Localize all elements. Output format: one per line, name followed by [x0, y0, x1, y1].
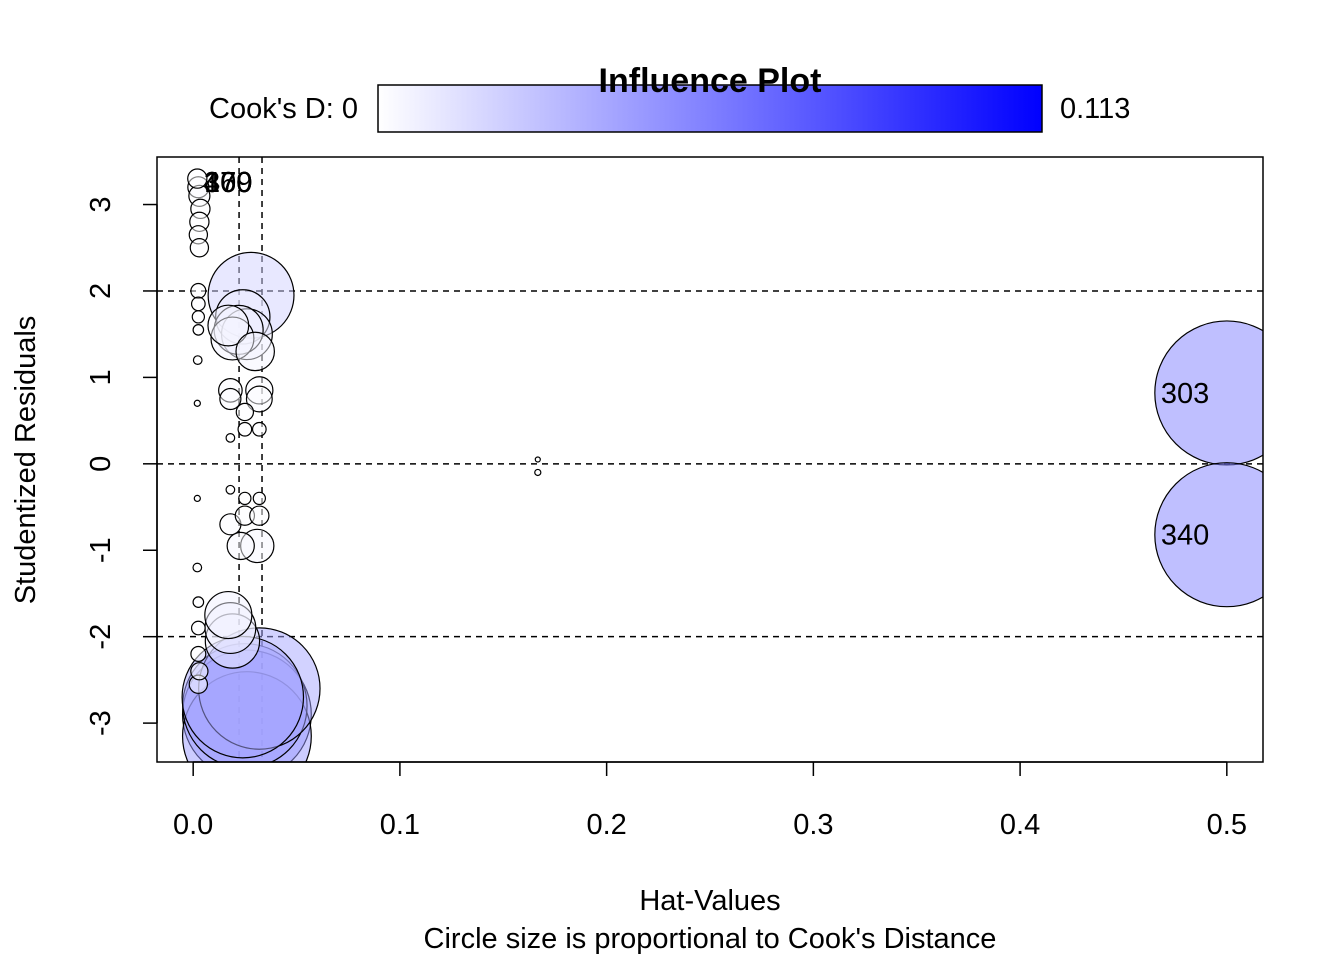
point-26 — [187, 168, 208, 189]
point-45 — [192, 324, 205, 336]
data-points — [181, 168, 1263, 762]
point-52 — [193, 494, 201, 503]
point-34 — [190, 662, 209, 681]
chart-subtitle: Circle size is proportional to Cook's Di… — [424, 923, 997, 955]
reference-lines — [157, 157, 1263, 762]
point-36 — [190, 282, 207, 299]
y-tick-label-4: 1 — [85, 369, 117, 385]
point-41 — [251, 421, 267, 437]
x-tick-label-2: 0.2 — [586, 809, 626, 841]
point-1 — [1154, 462, 1263, 608]
x-tick-label-4: 0.4 — [1000, 809, 1040, 841]
point-32 — [189, 238, 210, 258]
legend-label-max: 0.113 — [1060, 93, 1130, 125]
point-39 — [190, 620, 206, 636]
x-tick-label-3: 0.3 — [793, 809, 833, 841]
y-tick-label-5: 2 — [85, 283, 117, 299]
point-24 — [219, 387, 242, 411]
point-42 — [191, 310, 206, 324]
point-20 — [245, 385, 273, 413]
point-38 — [190, 296, 206, 312]
point-53 — [534, 468, 542, 477]
point-35 — [235, 402, 255, 422]
point-label-479: 479 — [204, 167, 252, 199]
point-51 — [193, 399, 201, 407]
point-label-170: 170 — [204, 167, 252, 199]
x-axis-title: Hat-Values — [639, 885, 780, 917]
y-tick-label-0: -3 — [85, 710, 117, 736]
x-tick-label-5: 0.5 — [1207, 809, 1247, 841]
point-16 — [235, 331, 275, 372]
point-46 — [192, 596, 205, 608]
x-axis: 0.0 0.1 0.2 0.3 0.4 0.5 — [173, 761, 1247, 841]
point-40 — [237, 421, 253, 437]
x-tick-label-0: 0.0 — [173, 809, 213, 841]
point-54 — [534, 456, 541, 463]
point-30 — [249, 505, 270, 526]
plot-frame — [156, 156, 1264, 763]
x-tick-label-1: 0.1 — [380, 809, 420, 841]
point-label-360: 360 — [204, 167, 252, 199]
y-tick-label-3: 0 — [85, 456, 117, 472]
y-axis: -3 -2 -1 0 1 2 3 — [85, 196, 158, 736]
legend-color-bar — [377, 84, 1043, 133]
point-13 — [204, 590, 253, 640]
point-50 — [225, 484, 236, 495]
point-37 — [190, 645, 207, 662]
point-label-300: 300 — [204, 167, 252, 199]
point-47 — [192, 355, 203, 365]
y-tick-label-1: -2 — [85, 624, 117, 650]
point-15 — [207, 304, 250, 347]
point-49 — [225, 433, 236, 443]
point-44 — [252, 491, 266, 506]
point-19 — [226, 531, 255, 561]
chart-title: Influence Plot — [599, 62, 822, 100]
point-48 — [192, 562, 203, 573]
legend: Cook's D: 0 0.113 — [209, 84, 1130, 133]
point-label-303: 303 — [1161, 378, 1209, 410]
y-axis-title: Studentized Residuals — [10, 316, 42, 605]
y-tick-label-6: 3 — [85, 196, 117, 212]
point-43 — [238, 491, 252, 506]
point-label-340: 340 — [1161, 520, 1209, 552]
legend-label-min: Cook's D: 0 — [209, 93, 358, 125]
y-tick-label-2: -1 — [85, 537, 117, 563]
